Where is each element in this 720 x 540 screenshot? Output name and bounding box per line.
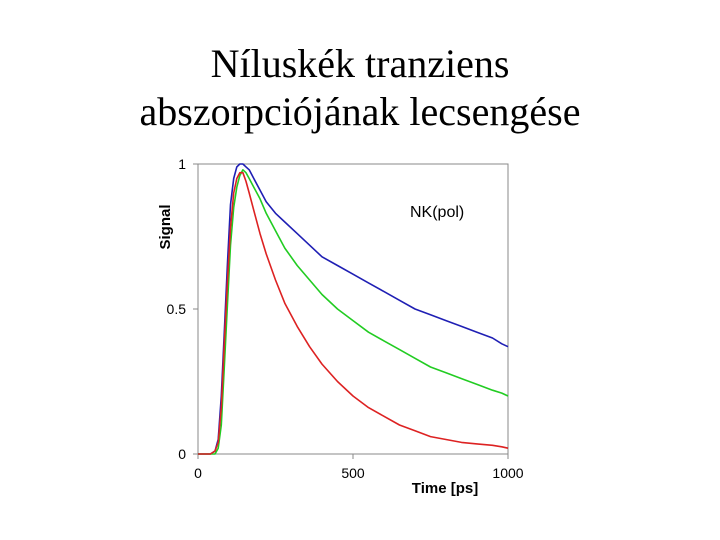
series-line-2 [198,168,509,455]
decay-chart: 0 500 1000 0 0.5 1 NK(pol) Time [ps] Signal [157,156,524,497]
x-tick-label: 500 [341,465,365,481]
series-group [198,163,509,455]
x-tick-label: 0 [194,465,202,481]
slide-title-line-1: Níluskék tranziens [210,41,510,86]
y-tick-label: 0 [178,446,186,462]
slide-title-line-2: abszorpciójának lecsengése [139,89,581,134]
series-line-3 [198,171,509,455]
x-tick-label: 1000 [492,465,523,481]
slide-title: Níluskék tranziens abszorpciójának lecse… [0,40,720,136]
y-tick-label: 1 [178,156,186,172]
y-tick-label: 0.5 [167,301,187,317]
x-axis-label: Time [ps] [412,480,478,497]
annotation-label: NK(pol) [410,204,464,221]
y-axis-label: Signal [157,204,174,249]
axis-ticks: 0 500 1000 0 0.5 1 [167,156,524,481]
